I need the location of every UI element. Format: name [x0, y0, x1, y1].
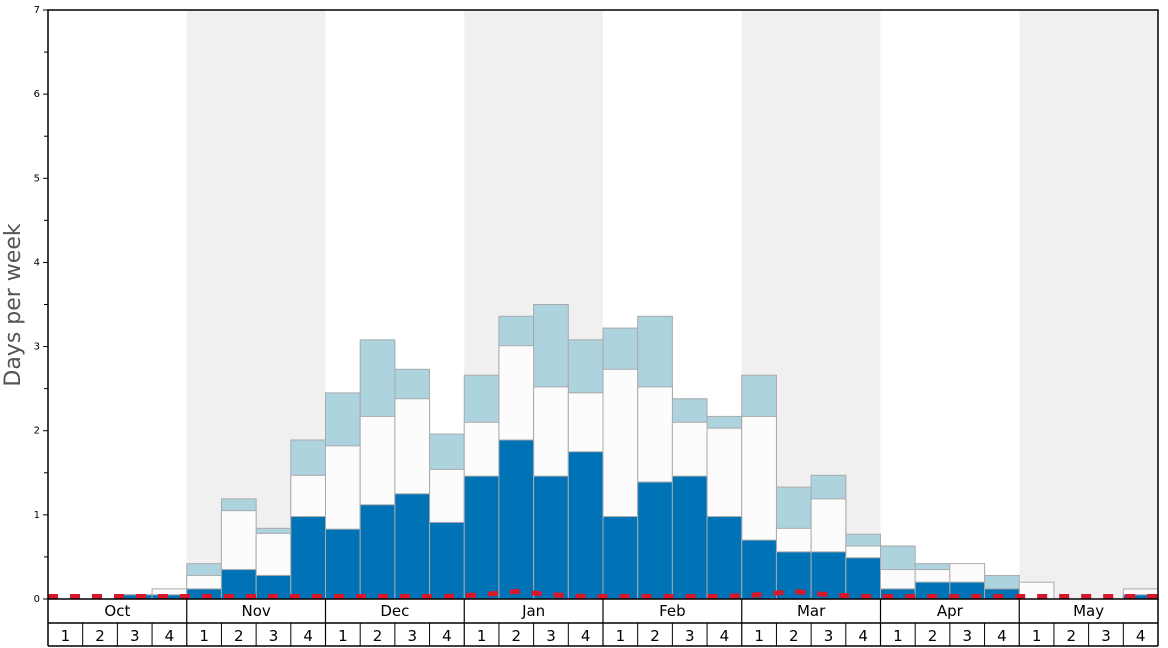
month-label-dec: Dec [380, 602, 409, 620]
bar-dark-8 [325, 528, 361, 600]
week-label: 3 [130, 627, 140, 645]
y-tick-label: 1 [34, 510, 40, 521]
y-tick-label: 3 [34, 342, 40, 353]
month-label-feb: Feb [659, 602, 686, 620]
y-tick-label: 7 [34, 5, 40, 16]
week-label: 3 [269, 627, 279, 645]
week-label: 2 [650, 627, 660, 645]
bar-dark-16 [602, 516, 639, 600]
week-label: 4 [581, 627, 591, 645]
week-label: 4 [1136, 627, 1146, 645]
month-shade-may [1019, 10, 1158, 599]
week-label: 1 [1032, 627, 1042, 645]
month-label-mar: Mar [797, 602, 826, 620]
week-label: 2 [928, 627, 938, 645]
bar-dark-14 [533, 475, 569, 600]
bar-dark-20 [741, 539, 777, 600]
week-label: 1 [616, 627, 626, 645]
month-label-oct: Oct [104, 602, 130, 620]
bar-dark-12 [463, 475, 500, 600]
week-label: 4 [165, 627, 175, 645]
y-tick-label: 6 [34, 89, 40, 100]
week-label: 2 [1067, 627, 1077, 645]
week-label: 4 [720, 627, 730, 645]
bar-dark-7 [290, 516, 326, 600]
week-label: 1 [338, 627, 348, 645]
bar-dark-13 [498, 439, 535, 600]
dashed-line-series [48, 588, 1158, 599]
week-label: 4 [303, 627, 313, 645]
week-label: 3 [546, 627, 556, 645]
week-label: 1 [754, 627, 764, 645]
week-label: 3 [685, 627, 695, 645]
week-label: 2 [234, 627, 244, 645]
week-label: 4 [858, 627, 868, 645]
week-label: 3 [1101, 627, 1111, 645]
y-tick-label: 2 [34, 426, 40, 437]
bar-dark-19 [706, 516, 743, 600]
week-label: 2 [512, 627, 522, 645]
week-label: 4 [997, 627, 1007, 645]
week-label: 1 [893, 627, 903, 645]
month-label-may: May [1073, 602, 1104, 620]
y-tick-label: 0 [34, 594, 40, 605]
y-tick-label: 5 [34, 173, 40, 184]
week-label: 1 [61, 627, 71, 645]
y-tick-label: 4 [34, 257, 40, 268]
week-label: 3 [824, 627, 834, 645]
week-label: 3 [407, 627, 417, 645]
dashed-line [48, 588, 1158, 599]
y-axis: 0 1 2 3 4 5 6 7 [34, 5, 48, 605]
week-label: 4 [442, 627, 452, 645]
bar-dark-17 [637, 481, 673, 600]
month-label-jan: Jan [521, 602, 545, 620]
week-label: 3 [962, 627, 972, 645]
bar-dark-23 [845, 557, 881, 600]
bar-dark-15 [567, 451, 604, 600]
bar-dark-18 [671, 475, 708, 600]
week-label: 1 [199, 627, 209, 645]
week-label: 2 [373, 627, 383, 645]
bar-dark-9 [359, 504, 396, 600]
week-label: 2 [95, 627, 105, 645]
bar-dark-10 [394, 493, 431, 600]
month-label-nov: Nov [241, 602, 270, 620]
bar-dark-22 [810, 551, 847, 600]
week-label: 1 [477, 627, 487, 645]
y-axis-title: Days per week [1, 223, 26, 386]
bar-dark-11 [429, 521, 465, 600]
month-label-apr: Apr [937, 602, 964, 620]
x-axis: Oct 1 2 3 4 Nov 1 2 3 4 Dec 1 2 3 4 Jan 1 2 3 4 Feb 1 2 3 4 Mar 1 2… [47, 599, 1159, 647]
week-label: 2 [789, 627, 799, 645]
